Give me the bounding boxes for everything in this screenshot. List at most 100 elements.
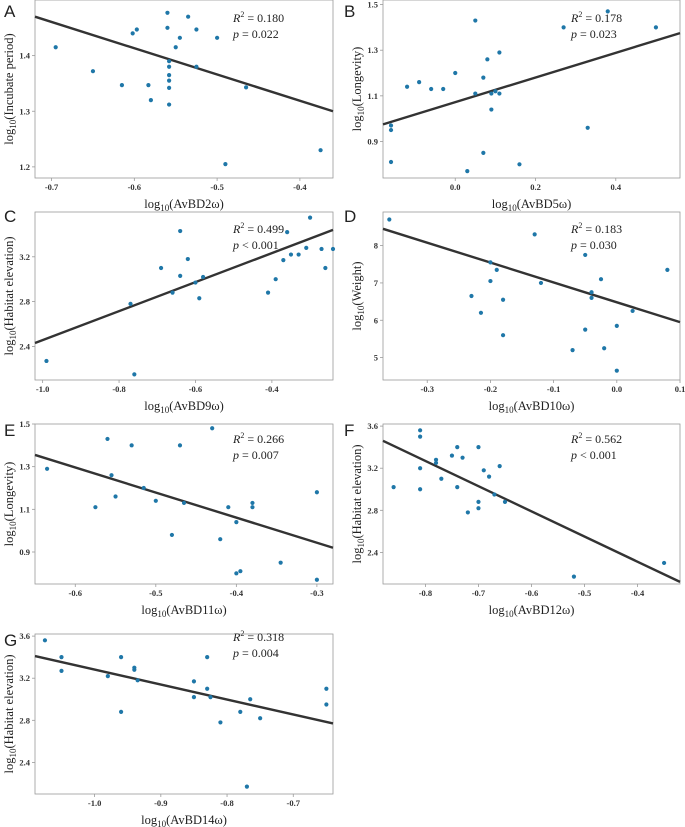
y-tick-label: 2.8 <box>19 297 30 307</box>
data-point <box>665 267 670 272</box>
data-point <box>285 230 290 235</box>
data-point <box>250 505 255 510</box>
data-point <box>418 428 423 433</box>
data-point <box>130 31 135 36</box>
data-point <box>109 473 114 478</box>
data-point <box>118 655 124 660</box>
panel-letter: D <box>344 207 356 226</box>
data-point <box>278 560 283 565</box>
y-tick-label: 1.3 <box>19 462 30 472</box>
data-point <box>167 85 172 90</box>
data-point <box>210 426 215 431</box>
data-point <box>388 123 394 128</box>
x-tick-label: -0.4 <box>631 588 645 598</box>
data-point <box>473 18 478 23</box>
x-tick-label: -0.3 <box>420 384 433 394</box>
data-point <box>585 125 590 130</box>
x-tick-label: -1.0 <box>88 798 101 808</box>
data-point <box>489 91 494 96</box>
x-tick-label: 0.2 <box>530 182 541 192</box>
data-point <box>244 784 250 789</box>
data-point <box>449 453 455 458</box>
y-tick-label: 2.8 <box>19 715 30 725</box>
data-point <box>441 86 446 92</box>
data-point <box>583 327 588 332</box>
data-point <box>105 436 110 442</box>
data-point <box>141 485 146 491</box>
data-point <box>118 709 124 714</box>
y-tick-label: 1.5 <box>367 0 378 10</box>
x-tick-label: -0.7 <box>287 798 301 808</box>
data-point <box>128 301 133 306</box>
data-point <box>177 35 182 40</box>
x-tick-label: 0.0 <box>611 384 622 394</box>
x-tick-label: -0.6 <box>69 588 82 598</box>
r-squared-label: R2 = 0.183 <box>570 221 622 236</box>
data-point <box>323 265 328 271</box>
data-point <box>330 246 336 252</box>
data-point <box>502 499 508 504</box>
p-value-label: p = 0.023 <box>570 27 617 41</box>
data-point <box>605 9 610 14</box>
p-value-label: p = 0.007 <box>232 448 279 462</box>
data-point <box>318 148 323 153</box>
data-point <box>433 457 439 462</box>
data-point <box>561 25 566 30</box>
data-point <box>146 83 151 88</box>
data-point <box>488 278 493 284</box>
plot-frame <box>382 211 681 381</box>
data-point <box>170 290 175 295</box>
y-tick-label: 3.6 <box>19 631 30 641</box>
data-point <box>93 505 98 510</box>
y-tick-label: 3.6 <box>367 421 378 431</box>
y-axis-label: log10(Longevity) <box>350 47 366 132</box>
data-point <box>119 83 125 88</box>
data-point <box>105 674 110 679</box>
data-point <box>148 98 153 103</box>
y-tick-label: 2.4 <box>19 341 30 351</box>
data-point <box>661 560 667 566</box>
data-point <box>250 500 255 506</box>
data-point <box>218 720 223 725</box>
data-point <box>489 107 494 112</box>
data-point <box>417 80 422 85</box>
x-tick-label: -0.6 <box>128 182 141 192</box>
data-point <box>265 290 271 295</box>
data-point <box>194 64 199 69</box>
data-point <box>481 468 486 473</box>
r-squared-label: R2 = 0.562 <box>570 431 622 446</box>
data-point <box>324 686 329 691</box>
x-tick-label: -0.3 <box>310 588 323 598</box>
data-point <box>497 50 502 55</box>
x-axis-label: log10(AvBD10ω) <box>489 399 575 415</box>
data-point <box>165 25 170 30</box>
p-value-label: p = 0.022 <box>232 27 279 41</box>
data-point <box>223 161 228 167</box>
data-point <box>630 308 635 314</box>
y-axis-label: log10(Longevity) <box>2 462 18 547</box>
r-squared-label: R2 = 0.266 <box>232 431 284 446</box>
data-point <box>492 492 497 497</box>
data-point <box>191 695 197 700</box>
panel-d: D -0.3 -0.2 -0.1 0.0 0.1 5 6 7 8 log10(AvBD10ω) log… <box>344 207 685 415</box>
data-point <box>488 260 493 265</box>
data-point <box>469 293 474 299</box>
regression-line <box>382 31 681 126</box>
data-point <box>589 290 594 295</box>
x-axis-label: log10(AvBD11ω) <box>141 603 226 619</box>
data-point <box>42 638 48 643</box>
data-point <box>258 716 263 721</box>
data-point <box>197 296 202 301</box>
x-tick-label: -1.0 <box>36 384 49 394</box>
x-axis-label: log10(AvBD9ω) <box>144 399 224 415</box>
y-axis-label: log10(Habitat elevation) <box>2 654 18 773</box>
y-tick-label: 1.3 <box>367 45 378 55</box>
data-point <box>132 667 137 672</box>
data-point <box>169 532 175 538</box>
data-point <box>500 297 506 302</box>
data-point <box>497 464 502 469</box>
panel-letter: A <box>4 2 16 21</box>
y-axis-label: log10(Weight) <box>350 261 366 330</box>
data-point <box>177 443 183 448</box>
data-point <box>500 333 506 338</box>
